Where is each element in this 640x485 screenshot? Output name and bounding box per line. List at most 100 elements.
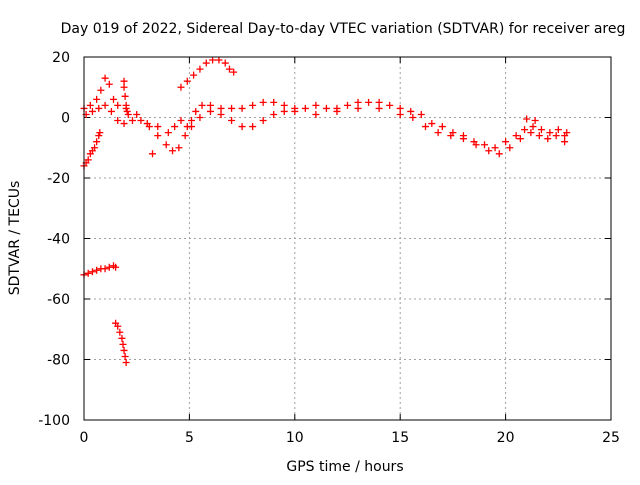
data-point	[238, 123, 246, 131]
data-point	[512, 132, 520, 140]
x-tick-label: 0	[80, 430, 89, 446]
data-point	[162, 141, 170, 149]
data-point	[249, 123, 257, 131]
data-point	[491, 144, 499, 152]
data-point	[421, 123, 429, 131]
data-point	[116, 328, 124, 336]
data-point	[428, 120, 436, 128]
data-point	[459, 135, 467, 143]
series-low-track-75	[112, 319, 130, 367]
data-point	[121, 352, 129, 360]
data-point	[93, 138, 101, 146]
data-point	[259, 117, 267, 125]
data-point	[91, 144, 99, 152]
data-point	[386, 101, 394, 109]
data-point	[120, 83, 128, 91]
data-point	[280, 101, 288, 109]
data-point	[217, 110, 225, 118]
data-point	[154, 123, 162, 131]
y-tick-label: -60	[47, 292, 70, 308]
x-tick-label: 10	[286, 430, 304, 446]
x-tick-label: 15	[391, 430, 409, 446]
data-point	[171, 123, 179, 131]
series-low-track-52	[80, 262, 120, 279]
data-point	[481, 141, 489, 149]
data-point	[107, 107, 115, 115]
data-point	[396, 104, 404, 112]
data-point	[122, 101, 130, 109]
data-point	[183, 77, 191, 85]
data-point	[228, 104, 236, 112]
data-point	[114, 117, 122, 125]
data-point	[280, 107, 288, 115]
y-tick-label: -80	[47, 353, 70, 369]
series-isolated	[149, 115, 569, 158]
data-point	[259, 98, 267, 106]
data-point	[177, 117, 185, 125]
data-point	[188, 117, 196, 125]
y-tick-label: -40	[47, 232, 70, 248]
data-point	[124, 110, 132, 118]
grid-layer	[84, 57, 611, 420]
data-point	[169, 147, 177, 155]
data-point	[238, 104, 246, 112]
data-point	[196, 65, 204, 73]
data-point	[301, 104, 309, 112]
data-point	[485, 147, 493, 155]
data-point	[354, 98, 362, 106]
data-point	[230, 68, 238, 76]
y-tick-label: 0	[61, 111, 70, 127]
data-point	[417, 110, 425, 118]
series-early-drop	[80, 129, 104, 170]
data-point	[516, 135, 524, 143]
y-tick-label: 20	[52, 50, 70, 66]
data-point	[472, 141, 480, 149]
data-point	[523, 115, 531, 123]
series-short-spike-segment	[120, 77, 132, 118]
data-point	[375, 98, 383, 106]
data-point	[529, 123, 537, 131]
data-point	[202, 59, 210, 67]
data-point	[122, 359, 130, 367]
data-point	[407, 107, 415, 115]
data-point	[114, 322, 122, 330]
data-point	[133, 110, 141, 118]
data-point	[249, 101, 257, 109]
data-point	[225, 65, 233, 73]
y-tick-label: -20	[47, 171, 70, 187]
data-point	[531, 117, 539, 125]
data-point	[546, 129, 554, 137]
data-point	[344, 101, 351, 109]
data-point	[110, 95, 118, 103]
data-point	[447, 132, 455, 140]
data-point	[365, 98, 373, 106]
data-point	[88, 107, 96, 115]
data-point	[105, 263, 113, 271]
data-point	[145, 123, 153, 131]
data-point	[206, 101, 214, 109]
data-point	[438, 123, 446, 131]
y-tick-label: -100	[38, 413, 70, 429]
y-axis-label: SDTVAR / TECUs	[7, 181, 23, 296]
data-point	[192, 107, 200, 115]
data-point	[312, 101, 320, 109]
plot-frame	[83, 56, 612, 421]
points-layer	[80, 56, 571, 367]
data-point	[322, 104, 330, 112]
data-point	[154, 132, 162, 140]
chart-title: Day 019 of 2022, Sidereal Day-to-day VTE…	[61, 21, 626, 37]
data-point	[333, 107, 341, 115]
tick-layer: 0 5 10 15 20 25 -100 -80 -60 -40 -20 0 20	[38, 50, 620, 446]
data-point	[101, 265, 109, 273]
data-point	[409, 114, 417, 121]
data-point	[96, 129, 104, 137]
data-point	[554, 126, 562, 134]
series-main-band-lower	[82, 101, 569, 158]
data-point	[121, 92, 129, 100]
data-point	[105, 80, 113, 88]
data-point	[312, 110, 320, 118]
data-point	[123, 107, 131, 115]
data-point	[215, 56, 223, 64]
